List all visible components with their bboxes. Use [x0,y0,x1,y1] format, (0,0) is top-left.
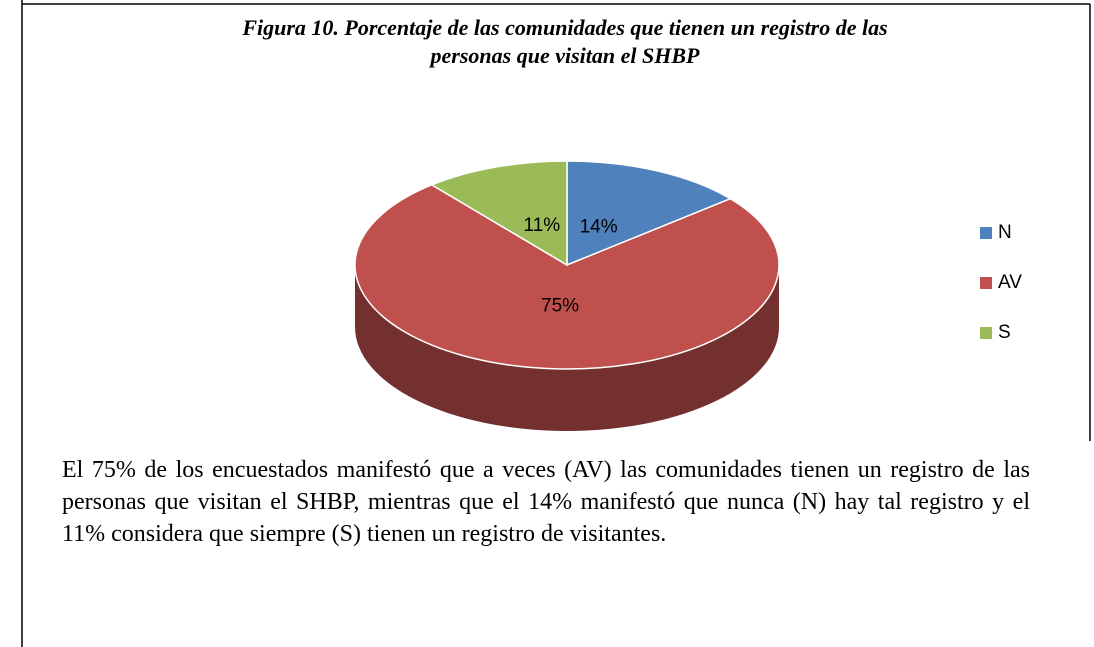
pie-slice [430,160,568,267]
data-label: 75% [541,295,579,316]
data-label: 11% [524,215,561,236]
legend-label: N [998,222,1012,243]
pie-slice [566,160,733,267]
legend-swatch [980,227,992,239]
legend-swatch [980,277,992,289]
legend-swatch [980,327,992,339]
data-label: 14% [580,216,618,237]
paragraph: El 75% de los encuestados manifestó que … [62,457,1030,547]
pie-slice [354,184,780,370]
pie-side [355,265,779,431]
legend-label: S [998,322,1011,343]
chart-title: Figura 10. Porcentaje de las comunidades… [242,15,888,68]
legend-label: AV [998,272,1022,293]
